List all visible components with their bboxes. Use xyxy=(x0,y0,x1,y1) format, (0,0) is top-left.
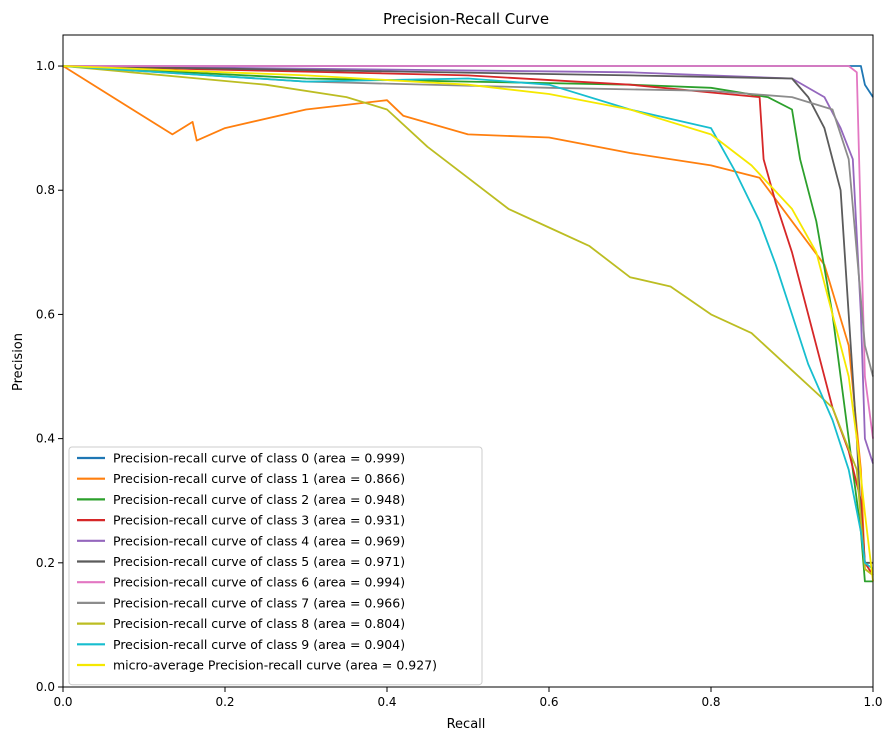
legend-label-4: Precision-recall curve of class 4 (area … xyxy=(113,533,405,548)
legend-label-6: Precision-recall curve of class 6 (area … xyxy=(113,575,405,590)
x-tick-label: 1.0 xyxy=(863,695,882,709)
y-tick-label: 0.0 xyxy=(36,680,55,694)
x-tick-label: 0.2 xyxy=(215,695,234,709)
y-tick-label: 0.8 xyxy=(36,183,55,197)
series-line-10 xyxy=(62,65,874,582)
legend-label-8: Precision-recall curve of class 8 (area … xyxy=(113,616,405,631)
legend-label-5: Precision-recall curve of class 5 (area … xyxy=(113,554,405,569)
x-tick-label: 0.8 xyxy=(701,695,720,709)
series-line-9 xyxy=(62,65,874,570)
legend-label-10: micro-average Precision-recall curve (ar… xyxy=(113,658,437,673)
x-tick-label: 0.0 xyxy=(53,695,72,709)
chart-title: Precision-Recall Curve xyxy=(383,10,549,28)
series-line-4 xyxy=(62,65,874,464)
series-line-3 xyxy=(62,65,874,576)
y-tick-label: 0.6 xyxy=(36,307,55,321)
series-layer xyxy=(62,65,874,583)
y-axis-label: Precision xyxy=(11,333,26,391)
y-tick-label: 0.4 xyxy=(36,432,55,446)
legend-label-0: Precision-recall curve of class 0 (area … xyxy=(113,451,405,466)
legend-label-1: Precision-recall curve of class 1 (area … xyxy=(113,471,405,486)
legend-label-3: Precision-recall curve of class 3 (area … xyxy=(113,513,405,528)
legend-box xyxy=(68,446,483,686)
series-line-1 xyxy=(62,65,874,576)
plot-frame xyxy=(62,34,874,688)
legend-label-7: Precision-recall curve of class 7 (area … xyxy=(113,595,405,610)
legend-label-9: Precision-recall curve of class 9 (area … xyxy=(113,637,405,652)
y-tick-label: 1.0 xyxy=(36,59,55,73)
series-line-8 xyxy=(62,65,874,576)
x-tick-label: 0.6 xyxy=(539,695,558,709)
legend: Precision-recall curve of class 0 (area … xyxy=(68,446,483,686)
legend-label-2: Precision-recall curve of class 2 (area … xyxy=(113,492,405,507)
series-line-7 xyxy=(62,65,874,377)
x-axis-label: Recall xyxy=(447,717,486,732)
y-tick-label: 0.2 xyxy=(36,556,55,570)
axes-layer: 0.0 0.2 0.4 0.6 0.8 1.0 0.0 0.2 0.4 0.6 0.8 1.0 xyxy=(36,34,883,709)
series-line-6 xyxy=(63,65,874,439)
x-tick-label: 0.4 xyxy=(377,695,396,709)
series-line-2 xyxy=(62,65,873,583)
